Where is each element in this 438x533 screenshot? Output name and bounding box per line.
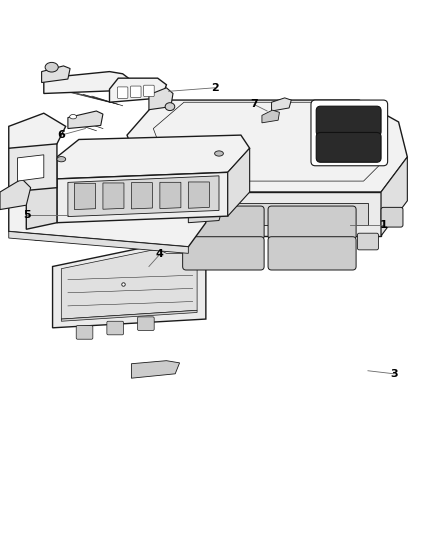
Polygon shape <box>68 111 103 128</box>
Polygon shape <box>18 155 44 181</box>
Polygon shape <box>131 183 152 209</box>
Polygon shape <box>9 231 188 253</box>
Polygon shape <box>9 135 57 192</box>
Text: 2: 2 <box>211 83 219 93</box>
Polygon shape <box>57 135 250 179</box>
Polygon shape <box>262 110 279 123</box>
FancyBboxPatch shape <box>138 317 154 330</box>
FancyBboxPatch shape <box>117 87 128 98</box>
Ellipse shape <box>70 115 77 119</box>
Text: 4: 4 <box>156 249 164 259</box>
FancyBboxPatch shape <box>183 206 264 239</box>
Polygon shape <box>110 78 166 102</box>
FancyBboxPatch shape <box>183 237 264 270</box>
Polygon shape <box>188 201 223 223</box>
FancyBboxPatch shape <box>316 133 381 162</box>
Polygon shape <box>57 172 228 223</box>
FancyBboxPatch shape <box>268 237 356 270</box>
Polygon shape <box>61 249 197 319</box>
Polygon shape <box>53 245 206 328</box>
Polygon shape <box>166 192 381 236</box>
Ellipse shape <box>165 103 175 110</box>
Ellipse shape <box>45 62 58 72</box>
Text: 6: 6 <box>57 130 65 140</box>
Polygon shape <box>381 157 407 236</box>
Text: 5: 5 <box>23 210 31 220</box>
Text: 1: 1 <box>379 220 387 230</box>
Polygon shape <box>131 361 180 378</box>
Polygon shape <box>188 182 209 208</box>
Ellipse shape <box>57 157 66 162</box>
Polygon shape <box>127 100 407 192</box>
Polygon shape <box>127 157 166 236</box>
FancyBboxPatch shape <box>381 207 403 227</box>
Polygon shape <box>61 310 197 321</box>
Polygon shape <box>103 183 124 209</box>
Polygon shape <box>180 203 368 225</box>
FancyBboxPatch shape <box>311 100 388 166</box>
Polygon shape <box>44 71 131 93</box>
FancyBboxPatch shape <box>76 326 93 339</box>
Polygon shape <box>9 157 206 247</box>
Ellipse shape <box>215 151 223 156</box>
Polygon shape <box>74 183 95 209</box>
Polygon shape <box>228 148 250 216</box>
Polygon shape <box>0 179 31 209</box>
Polygon shape <box>272 98 291 111</box>
Polygon shape <box>68 176 219 216</box>
FancyBboxPatch shape <box>107 321 124 335</box>
Polygon shape <box>42 66 70 83</box>
Text: 7: 7 <box>250 100 258 109</box>
Polygon shape <box>160 182 181 208</box>
FancyBboxPatch shape <box>144 85 154 96</box>
FancyBboxPatch shape <box>357 233 378 250</box>
Text: 3: 3 <box>390 369 398 379</box>
Polygon shape <box>149 88 173 110</box>
Polygon shape <box>26 179 57 229</box>
FancyBboxPatch shape <box>316 106 381 136</box>
FancyBboxPatch shape <box>268 206 356 239</box>
FancyBboxPatch shape <box>131 86 141 98</box>
Polygon shape <box>9 113 66 148</box>
